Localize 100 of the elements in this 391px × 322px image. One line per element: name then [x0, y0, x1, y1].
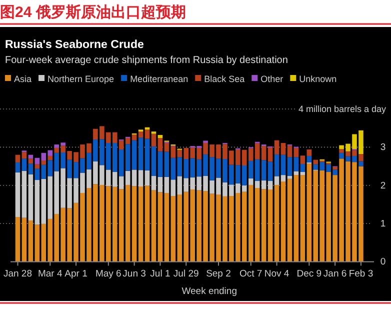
bar: [170, 158, 176, 180]
bar: [67, 160, 72, 178]
bar: [280, 182, 286, 262]
bar: [190, 177, 195, 190]
bar: [100, 165, 104, 185]
bar: [164, 192, 170, 262]
bar: [339, 158, 344, 262]
bar: [210, 157, 214, 180]
bar: [261, 146, 266, 160]
bar: [60, 208, 66, 262]
bar: [138, 132, 144, 138]
bar: [358, 161, 364, 166]
y-tick-label: 1: [380, 218, 386, 230]
chart-subtitle: Russia's Seaborne Crude: [5, 39, 144, 51]
legend-label: Mediterranean: [130, 74, 188, 84]
bar: [332, 175, 338, 262]
bar: [93, 161, 98, 184]
bar: [261, 160, 266, 180]
bar: [216, 178, 221, 195]
bar: [158, 134, 163, 138]
bar: [158, 138, 163, 152]
bar: [339, 145, 344, 150]
bar: [86, 152, 92, 170]
bar: [184, 148, 189, 160]
bar: [28, 158, 34, 164]
bar: [216, 144, 221, 159]
bar: [184, 178, 189, 192]
bar: [125, 144, 130, 171]
bar: [41, 160, 46, 165]
bar: [34, 224, 40, 262]
bar: [144, 170, 150, 186]
bar: [294, 171, 299, 176]
legend-label: Black Sea: [204, 74, 245, 84]
bar: [352, 156, 357, 162]
bar: [306, 149, 312, 156]
bar: [74, 202, 78, 262]
bar: [60, 142, 66, 146]
bar: [158, 151, 163, 177]
x-axis-title: Week ending: [182, 286, 237, 297]
bar: [15, 162, 20, 172]
x-tick-label: Jul 1: [150, 268, 170, 280]
bar: [118, 176, 124, 190]
bar: [287, 176, 292, 179]
bar: [248, 184, 254, 262]
bar: [22, 152, 27, 159]
bar: [222, 196, 228, 262]
bar: [144, 138, 150, 170]
bar: [54, 214, 59, 262]
bar: [222, 144, 228, 160]
bar: [177, 150, 182, 158]
bar: [268, 148, 273, 162]
bar: [280, 142, 286, 155]
x-tick-label: Oct 7: [240, 268, 262, 280]
bar: [112, 172, 118, 187]
bar: [216, 158, 221, 178]
bar: [151, 176, 156, 190]
bar: [158, 192, 163, 262]
bar: [118, 189, 124, 262]
x-tick-label: Jan 28: [3, 268, 32, 280]
bar: [190, 148, 195, 158]
bar: [358, 130, 364, 154]
bar: [190, 158, 195, 178]
bar: [184, 159, 189, 178]
bar: [242, 192, 247, 262]
bar: [100, 139, 104, 166]
bar: [287, 157, 292, 176]
bar: [67, 208, 72, 262]
bar: [28, 174, 34, 220]
bar: [86, 188, 92, 262]
x-tick-label: Feb 3: [348, 268, 374, 280]
bar: [151, 134, 156, 146]
bar: [346, 144, 350, 152]
bar: [125, 170, 130, 185]
bar: [346, 161, 350, 262]
bar: [294, 175, 299, 262]
bar: [118, 149, 124, 176]
bar: [229, 164, 234, 185]
bar: [280, 175, 286, 182]
x-tick-label: May 6: [95, 268, 122, 280]
bar: [54, 171, 59, 214]
bar: [80, 158, 85, 173]
bar: [248, 148, 254, 161]
bar: [34, 164, 40, 169]
bar: [28, 220, 34, 262]
bar: [93, 128, 98, 140]
bar: [22, 218, 27, 262]
bar: [300, 156, 306, 164]
bar: [177, 176, 182, 195]
bar: [254, 180, 260, 188]
bar: [41, 164, 46, 179]
bar: [320, 170, 324, 262]
bar: [196, 190, 202, 262]
bar: [261, 180, 266, 190]
bar: [300, 164, 306, 172]
bar: [332, 167, 338, 170]
bar: [229, 184, 234, 196]
x-tick-label: Jul 29: [173, 268, 199, 280]
bar: [274, 140, 280, 154]
bar: [268, 180, 273, 190]
bar: [138, 186, 144, 262]
